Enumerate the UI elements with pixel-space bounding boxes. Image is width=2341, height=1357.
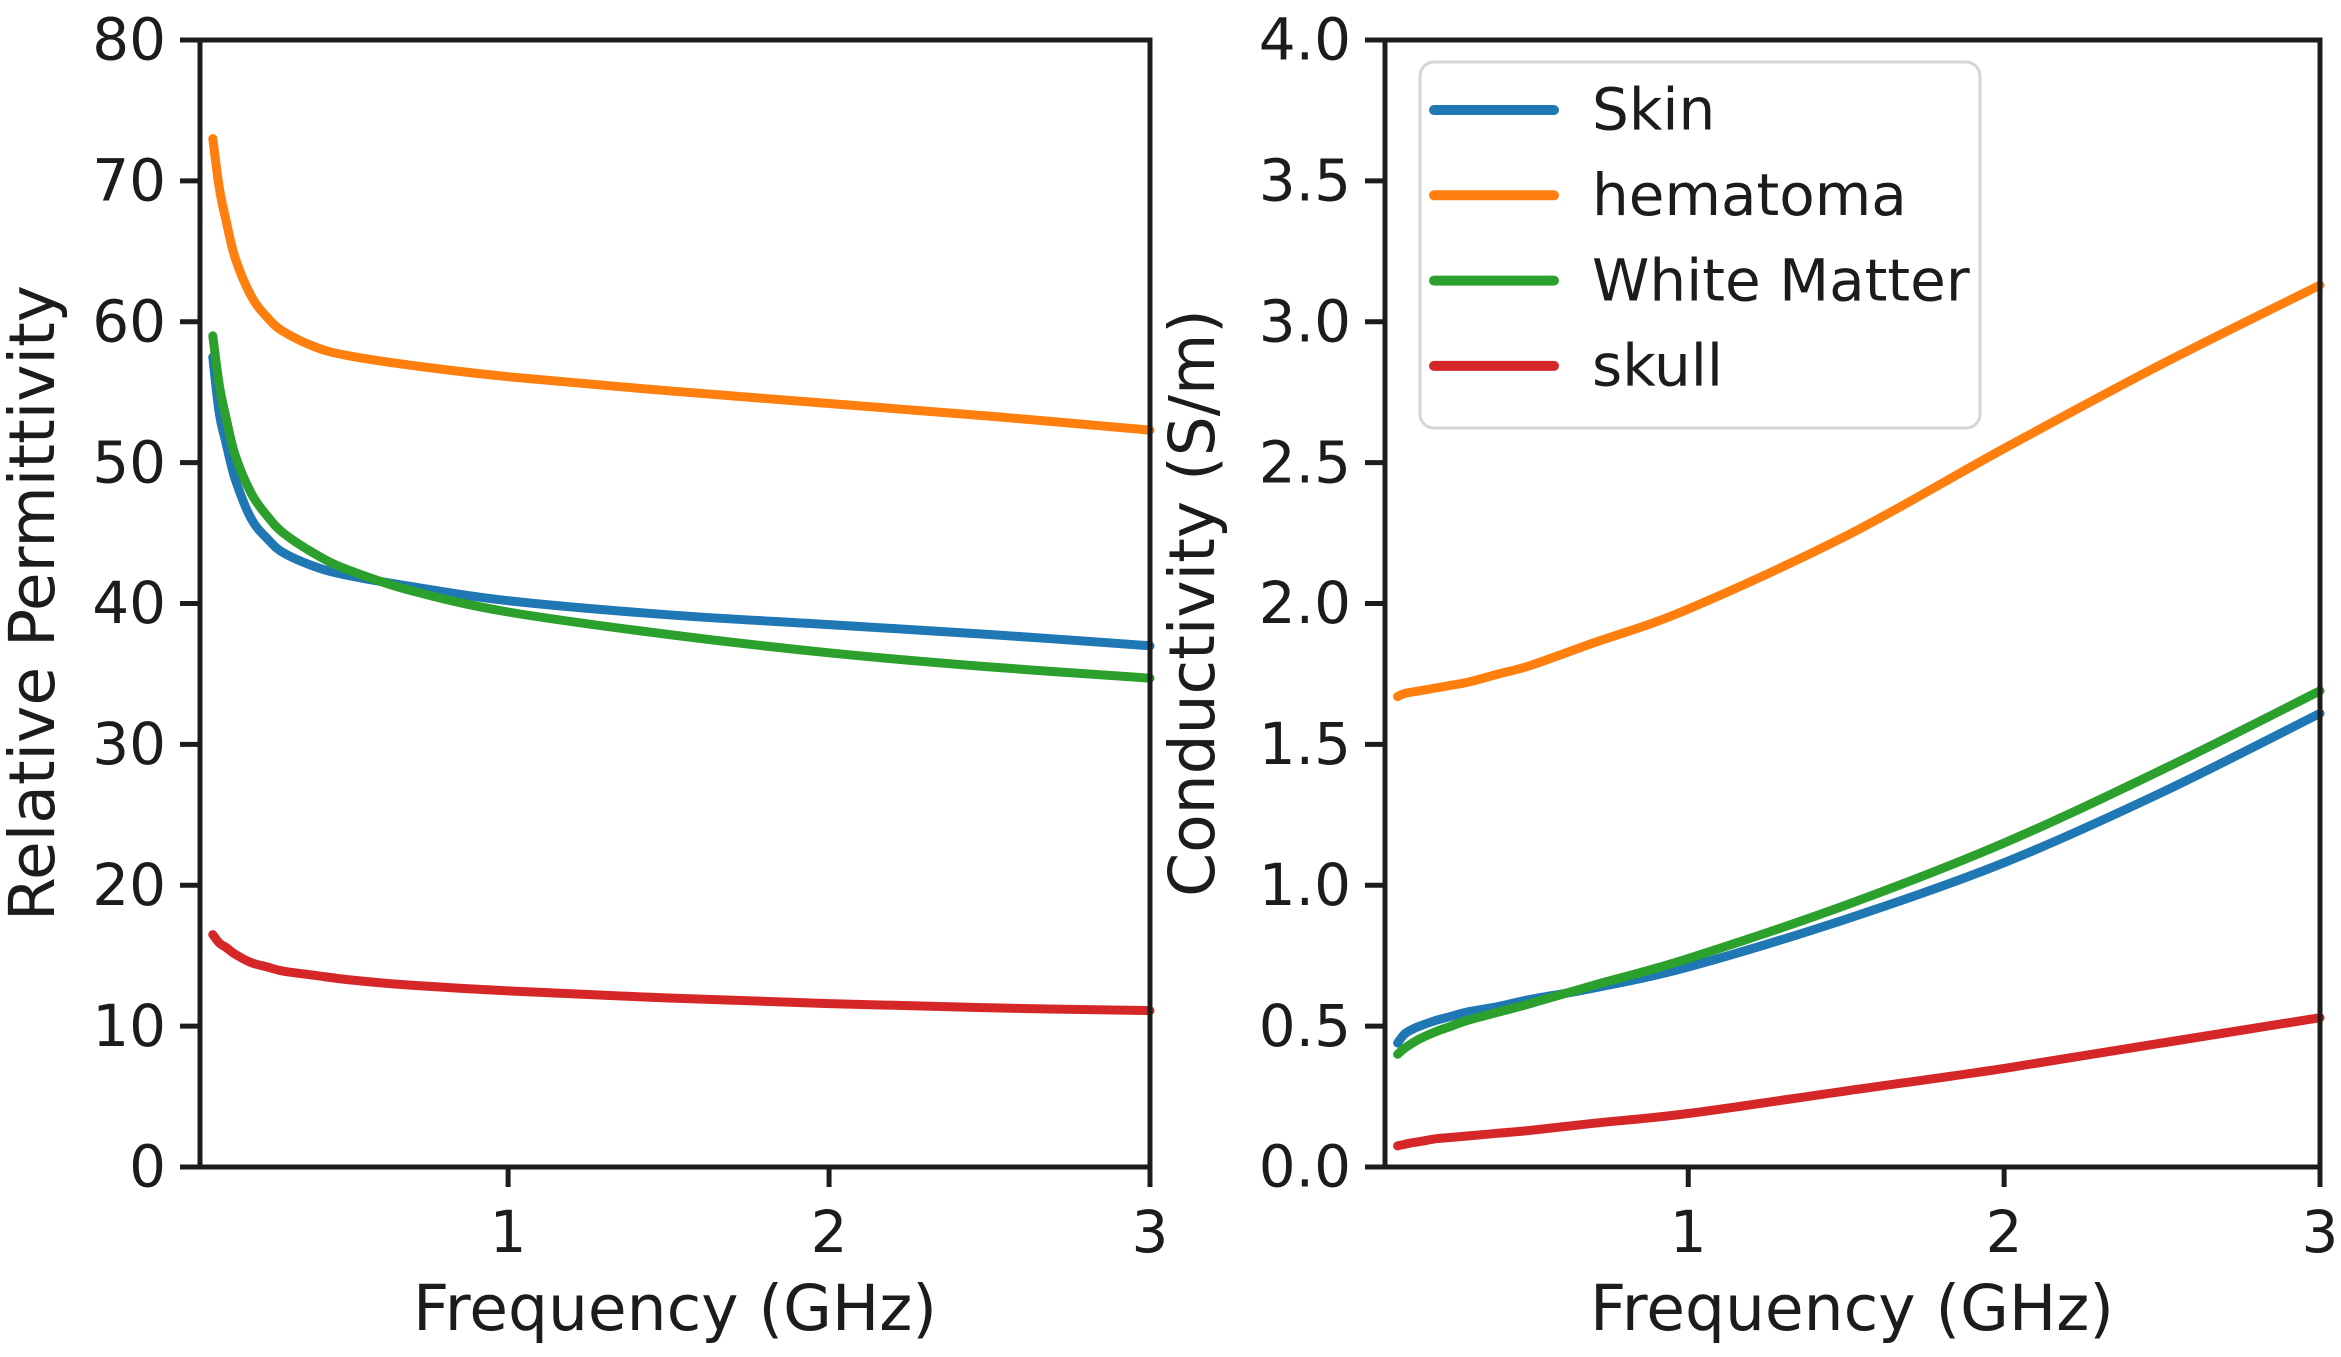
legend-label: hematoma <box>1592 161 1907 229</box>
legend-label: White Matter <box>1592 246 1970 314</box>
permittivity-curves <box>208 134 1155 1016</box>
x-tick-label: 2 <box>1986 1198 2023 1266</box>
y-tick-label: 2.5 <box>1259 428 1351 496</box>
panel-conductivity: 0.0 0.5 1.0 1.5 2.0 2.5 3.0 3.5 4.0 1 2 3 Conductiv… <box>1156 6 2338 1345</box>
curve-skull <box>1393 1013 2325 1151</box>
y-tick-label: 0.5 <box>1259 992 1351 1060</box>
legend-item-hematoma: hematoma <box>1429 161 1907 229</box>
y-tick-label: 40 <box>92 569 166 637</box>
panel-permittivity: 0 10 20 30 40 50 60 70 80 1 2 3 Relative Permittivi… <box>0 6 1168 1345</box>
x-tick-label: 3 <box>2302 1198 2339 1266</box>
right-y-axis-label: Conductivity (S/m) <box>1156 309 1229 897</box>
y-tick-label: 0.0 <box>1259 1133 1351 1201</box>
curve-hematoma <box>1393 280 2325 701</box>
y-tick-label: 50 <box>92 428 166 496</box>
curve-hematoma <box>208 134 1155 435</box>
curve-white-matter <box>208 331 1155 683</box>
y-tick-label: 10 <box>92 992 166 1060</box>
y-tick-label: 80 <box>92 6 166 74</box>
left-y-axis-label: Relative Permittivity <box>0 285 69 921</box>
x-tick-label: 3 <box>1132 1198 1169 1266</box>
legend-box <box>1418 60 1982 430</box>
legend-item-white-matter: White Matter <box>1429 246 1970 314</box>
y-tick-label: 3.5 <box>1259 147 1351 215</box>
legend-label: Skin <box>1592 76 1715 144</box>
legend-item-skull: skull <box>1429 332 1723 400</box>
y-tick-label: 30 <box>92 710 166 778</box>
y-tick-label: 1.5 <box>1259 710 1351 778</box>
right-x-axis-label: Frequency (GHz) <box>1590 1272 2114 1345</box>
x-tick-label: 2 <box>811 1198 848 1266</box>
x-tick-label: 1 <box>490 1198 527 1266</box>
y-tick-label: 20 <box>92 851 166 919</box>
legend-item-skin: Skin <box>1429 76 1715 144</box>
left-x-axis-label: Frequency (GHz) <box>413 1272 937 1345</box>
conductivity-axes: 0.0 0.5 1.0 1.5 2.0 2.5 3.0 3.5 4.0 1 2 3 <box>1259 6 2339 1266</box>
legend-label: skull <box>1592 332 1723 400</box>
legend: Skin hematoma White Matter skull <box>1418 60 1982 430</box>
x-tick-label: 1 <box>1670 1198 1707 1266</box>
y-tick-label: 1.0 <box>1259 851 1351 919</box>
y-tick-label: 2.0 <box>1259 569 1351 637</box>
curve-skin <box>208 352 1155 651</box>
conductivity-curves <box>1393 280 2325 1151</box>
curve-white-matter <box>1393 686 2325 1059</box>
y-tick-label: 70 <box>92 147 166 215</box>
y-tick-label: 0 <box>129 1133 166 1201</box>
y-tick-label: 3.0 <box>1259 287 1351 355</box>
curve-skull <box>208 930 1155 1016</box>
permittivity-axes: 0 10 20 30 40 50 60 70 80 1 2 3 <box>92 6 1168 1266</box>
y-tick-label: 4.0 <box>1259 6 1351 74</box>
y-tick-label: 60 <box>92 287 166 355</box>
